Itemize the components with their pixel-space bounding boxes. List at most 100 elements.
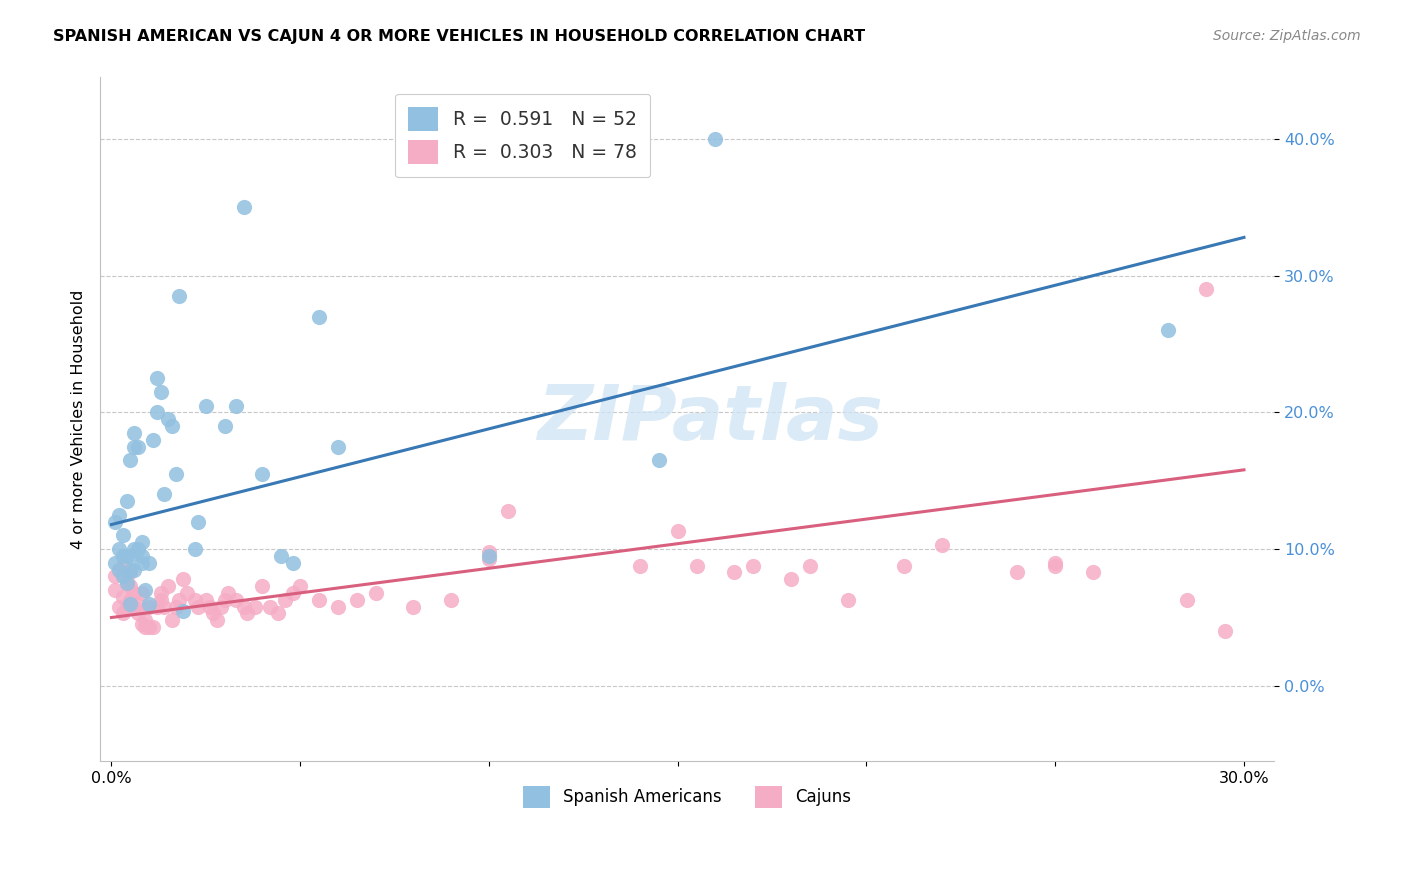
Point [198, 599, 221, 614]
Point [120, 563, 142, 577]
Point [160, 613, 183, 627]
Point [111, 549, 134, 563]
Point [1081, 566, 1104, 580]
Point [120, 597, 142, 611]
Point [308, 592, 330, 607]
Point [172, 572, 194, 586]
Text: SPANISH AMERICAN VS CAJUN 4 OR MORE VEHICLES IN HOUSEHOLD CORRELATION CHART: SPANISH AMERICAN VS CAJUN 4 OR MORE VEHI… [53, 29, 866, 45]
Point [780, 572, 803, 586]
Point [205, 613, 228, 627]
Point [138, 597, 160, 611]
Point [187, 599, 209, 614]
Point [1175, 592, 1198, 607]
Point [108, 599, 131, 614]
Point [115, 599, 138, 614]
Point [122, 563, 145, 577]
Point [122, 542, 145, 557]
Point [252, 579, 274, 593]
Point [111, 569, 134, 583]
Point [666, 524, 689, 539]
Point [104, 583, 127, 598]
Point [1007, 566, 1029, 580]
Point [111, 528, 134, 542]
Point [628, 558, 651, 573]
Point [157, 412, 180, 426]
Point [153, 487, 176, 501]
Point [131, 617, 153, 632]
Point [131, 549, 153, 563]
Point [274, 592, 297, 607]
Point [326, 440, 349, 454]
Point [111, 607, 134, 621]
Point [270, 549, 292, 563]
Point [194, 399, 217, 413]
Point [478, 551, 501, 566]
Point [134, 620, 156, 634]
Point [120, 566, 142, 580]
Point [218, 586, 240, 600]
Point [134, 613, 156, 627]
Point [176, 586, 198, 600]
Point [138, 556, 160, 570]
Point [236, 607, 259, 621]
Point [308, 310, 330, 324]
Point [165, 467, 187, 481]
Point [259, 599, 281, 614]
Legend: Spanish Americans, Cajuns: Spanish Americans, Cajuns [516, 780, 858, 814]
Point [138, 599, 160, 614]
Point [122, 425, 145, 440]
Point [145, 405, 167, 419]
Point [104, 515, 127, 529]
Point [115, 549, 138, 563]
Point [893, 558, 915, 573]
Point [214, 419, 236, 434]
Point [120, 453, 142, 467]
Point [478, 545, 501, 559]
Point [364, 586, 387, 600]
Point [837, 592, 859, 607]
Point [225, 592, 247, 607]
Point [122, 586, 145, 600]
Point [202, 607, 225, 621]
Point [326, 599, 349, 614]
Point [131, 535, 153, 549]
Point [120, 592, 142, 607]
Point [127, 542, 149, 557]
Point [931, 538, 953, 552]
Point [169, 592, 191, 607]
Point [209, 599, 232, 614]
Point [134, 583, 156, 598]
Point [290, 579, 312, 593]
Point [252, 467, 274, 481]
Point [115, 576, 138, 591]
Point [127, 597, 149, 611]
Point [138, 620, 160, 634]
Point [115, 494, 138, 508]
Point [120, 549, 142, 563]
Point [149, 592, 172, 607]
Point [165, 599, 187, 614]
Text: ZIPatlas: ZIPatlas [537, 383, 883, 457]
Point [127, 607, 149, 621]
Point [194, 592, 217, 607]
Point [187, 515, 209, 529]
Point [149, 586, 172, 600]
Point [104, 556, 127, 570]
Point [115, 576, 138, 591]
Point [145, 371, 167, 385]
Point [243, 599, 266, 614]
Point [478, 549, 501, 563]
Point [111, 558, 134, 573]
Point [157, 579, 180, 593]
Point [172, 604, 194, 618]
Point [402, 599, 425, 614]
Point [1045, 558, 1067, 573]
Point [108, 542, 131, 557]
Point [1045, 556, 1067, 570]
Point [145, 599, 167, 614]
Point [704, 132, 727, 146]
Point [160, 419, 183, 434]
Point [723, 566, 745, 580]
Point [142, 433, 165, 447]
Y-axis label: 4 or more Vehicles in Household: 4 or more Vehicles in Household [72, 290, 86, 549]
